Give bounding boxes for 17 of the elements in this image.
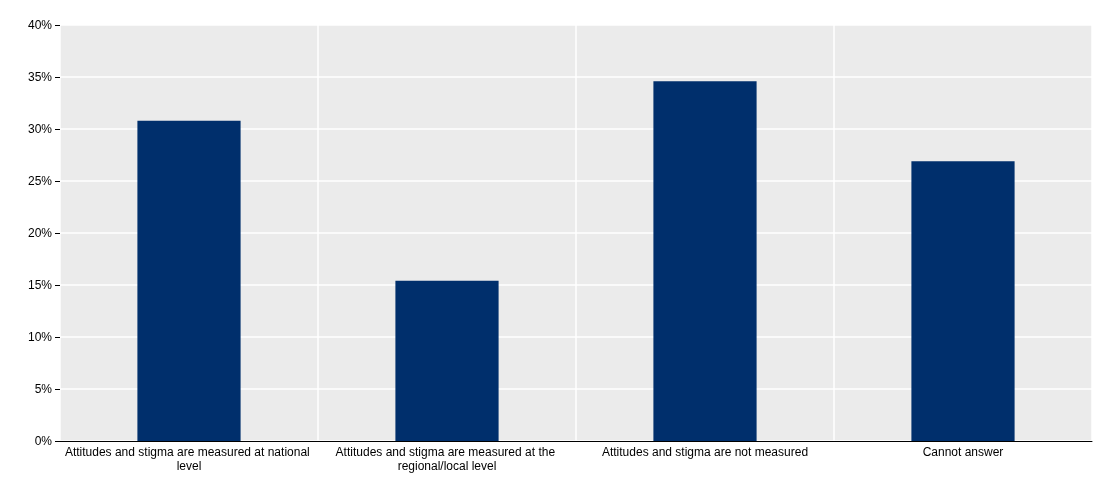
x-tick-label: Cannot answer: [922, 445, 1004, 459]
y-tick-label: 0%: [34, 434, 53, 448]
bar: [911, 161, 1015, 441]
y-tick-label: 20%: [27, 226, 53, 240]
bar: [653, 81, 757, 441]
x-tick-label: Attitudes and stigma are measured at the regional/local level: [335, 445, 559, 473]
y-tick-label: 5%: [34, 382, 53, 396]
y-tick-label: 10%: [27, 330, 53, 344]
x-tick-label: Attitudes and stigma are measured at national level: [64, 445, 314, 473]
bar: [137, 120, 241, 441]
y-tick-label: 30%: [27, 122, 53, 136]
y-tick-label: 35%: [27, 70, 53, 84]
y-tick-label: 15%: [27, 278, 53, 292]
y-tick-label: 40%: [27, 18, 53, 32]
bar: [395, 280, 499, 441]
x-tick-label: Attitudes and stigma are not measured: [601, 445, 809, 459]
y-tick-label: 25%: [27, 174, 53, 188]
